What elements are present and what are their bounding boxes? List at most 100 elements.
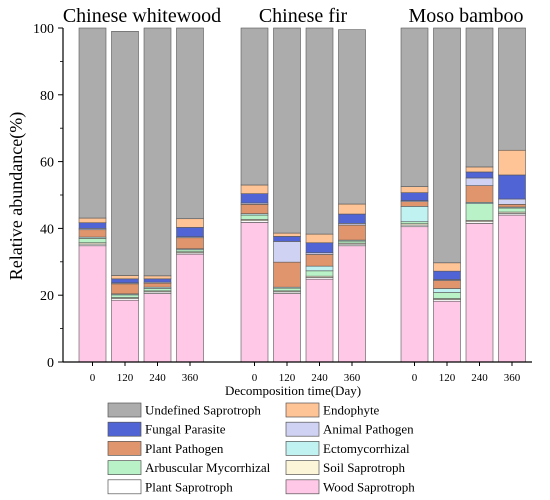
bar-segment [78, 229, 107, 238]
group-title: Chinese fir [259, 5, 348, 27]
bar-segment [400, 186, 429, 193]
legend-label: Endophyte [323, 403, 380, 418]
bar-segment [433, 270, 461, 280]
x-axis-label: Decomposition time(Day) [225, 383, 361, 398]
x-tick-label: 360 [182, 372, 199, 384]
bar-segment [273, 241, 301, 263]
bar-segment [400, 27, 429, 187]
x-tick-label: 120 [439, 372, 456, 384]
bar-segment [240, 214, 269, 220]
bar-segment [498, 204, 526, 208]
bar-segment [78, 238, 107, 244]
legend-swatch [285, 421, 320, 437]
bar-segment [498, 207, 526, 213]
bar-segment [305, 278, 334, 363]
bars [78, 27, 526, 363]
x-tick-label: 120 [117, 372, 134, 384]
y-tick-label: 0 [47, 356, 54, 371]
bar-segment [400, 192, 429, 201]
bar-segment [273, 232, 301, 237]
bar-segment [400, 201, 429, 207]
bar-segment [240, 222, 269, 363]
x-tick-label: 120 [279, 372, 296, 384]
bar-segment [465, 203, 494, 221]
y-tick-label: 60 [40, 156, 54, 171]
bar-segment [240, 27, 269, 186]
legend-label: Wood Saprotroph [323, 479, 415, 494]
bar-segment [176, 227, 204, 238]
bar-segment [433, 27, 461, 264]
legend-swatch [107, 421, 142, 437]
legend-label: Soil Saprotroph [323, 460, 405, 475]
bar-segment [176, 253, 204, 363]
bar-segment [78, 222, 107, 229]
x-tick-label: 0 [412, 372, 418, 384]
bar-segment [240, 184, 269, 194]
x-tick-label: 240 [149, 372, 166, 384]
bar-segment [78, 217, 107, 224]
bar-segment [465, 223, 494, 363]
bar-segment [338, 245, 366, 363]
legend-label: Plant Pathogen [145, 441, 224, 456]
legend-swatch [107, 460, 142, 475]
bar-segment [176, 249, 204, 253]
group-titles: Chinese whitewood Chinese fir Moso bamboo [63, 5, 524, 27]
x-tick-label: 0 [90, 372, 96, 384]
y-tick-label: 80 [40, 89, 54, 104]
bar-segment [498, 214, 526, 363]
bar-segment [78, 245, 107, 363]
y-tick-label: 100 [33, 22, 54, 37]
bar-segment [433, 280, 461, 289]
bar-segment [465, 185, 494, 203]
legend-swatch [107, 402, 142, 418]
bar-segment [498, 27, 526, 151]
bar-segment [305, 254, 334, 267]
bar-segment [305, 233, 334, 244]
x-tick-label: 240 [311, 372, 328, 384]
bar-segment [273, 293, 301, 363]
bar-segment [400, 221, 429, 225]
bar-segment [143, 278, 172, 283]
bar-segment [111, 283, 139, 295]
bar-segment [143, 293, 172, 363]
legend-label: Fungal Parasite [145, 422, 226, 437]
bar-segment [465, 177, 494, 186]
y-tick-label: 40 [40, 222, 54, 237]
bar-segment [498, 198, 526, 205]
legend-swatch [107, 479, 142, 495]
bar-segment [433, 292, 461, 299]
x-tick-label: 240 [471, 372, 488, 384]
bar-segment [111, 294, 139, 298]
bar-segment [433, 262, 461, 272]
bar-segment [305, 265, 334, 272]
bar-segment [498, 174, 526, 200]
bar-segment [176, 237, 204, 250]
bar-segment [273, 287, 301, 292]
bar-segment [433, 300, 461, 363]
bar-segment [433, 288, 461, 293]
bar-segment [78, 27, 107, 219]
bar-segment [240, 193, 269, 204]
legend-label: Undefined Saprotroph [145, 403, 261, 418]
bar-segment [273, 27, 301, 234]
bar-segment [240, 204, 269, 215]
axes: 0 120 240 360 0 120 240 360 0 120 240 360 0 20 40 60 80 1… [33, 22, 532, 384]
group-title: Chinese whitewood [63, 5, 221, 27]
bar-segment [338, 224, 366, 241]
bar-segment [143, 27, 172, 277]
bar-segment [465, 166, 494, 173]
bar-segment [111, 299, 139, 363]
bar-segment [111, 278, 139, 284]
bar-segment [305, 27, 334, 235]
legend-label: Plant Saprotroph [145, 479, 233, 494]
bar-segment [111, 31, 139, 276]
y-tick-label: 20 [40, 289, 54, 304]
bar-segment [176, 27, 204, 220]
legend-label: Ectomycorrhizal [323, 441, 410, 456]
legend-label: Arbuscular Mycorrhizal [145, 460, 271, 475]
bar-segment [400, 226, 429, 363]
bar-segment [338, 213, 366, 224]
legend-swatch [285, 441, 320, 456]
bar-segment [465, 171, 494, 179]
